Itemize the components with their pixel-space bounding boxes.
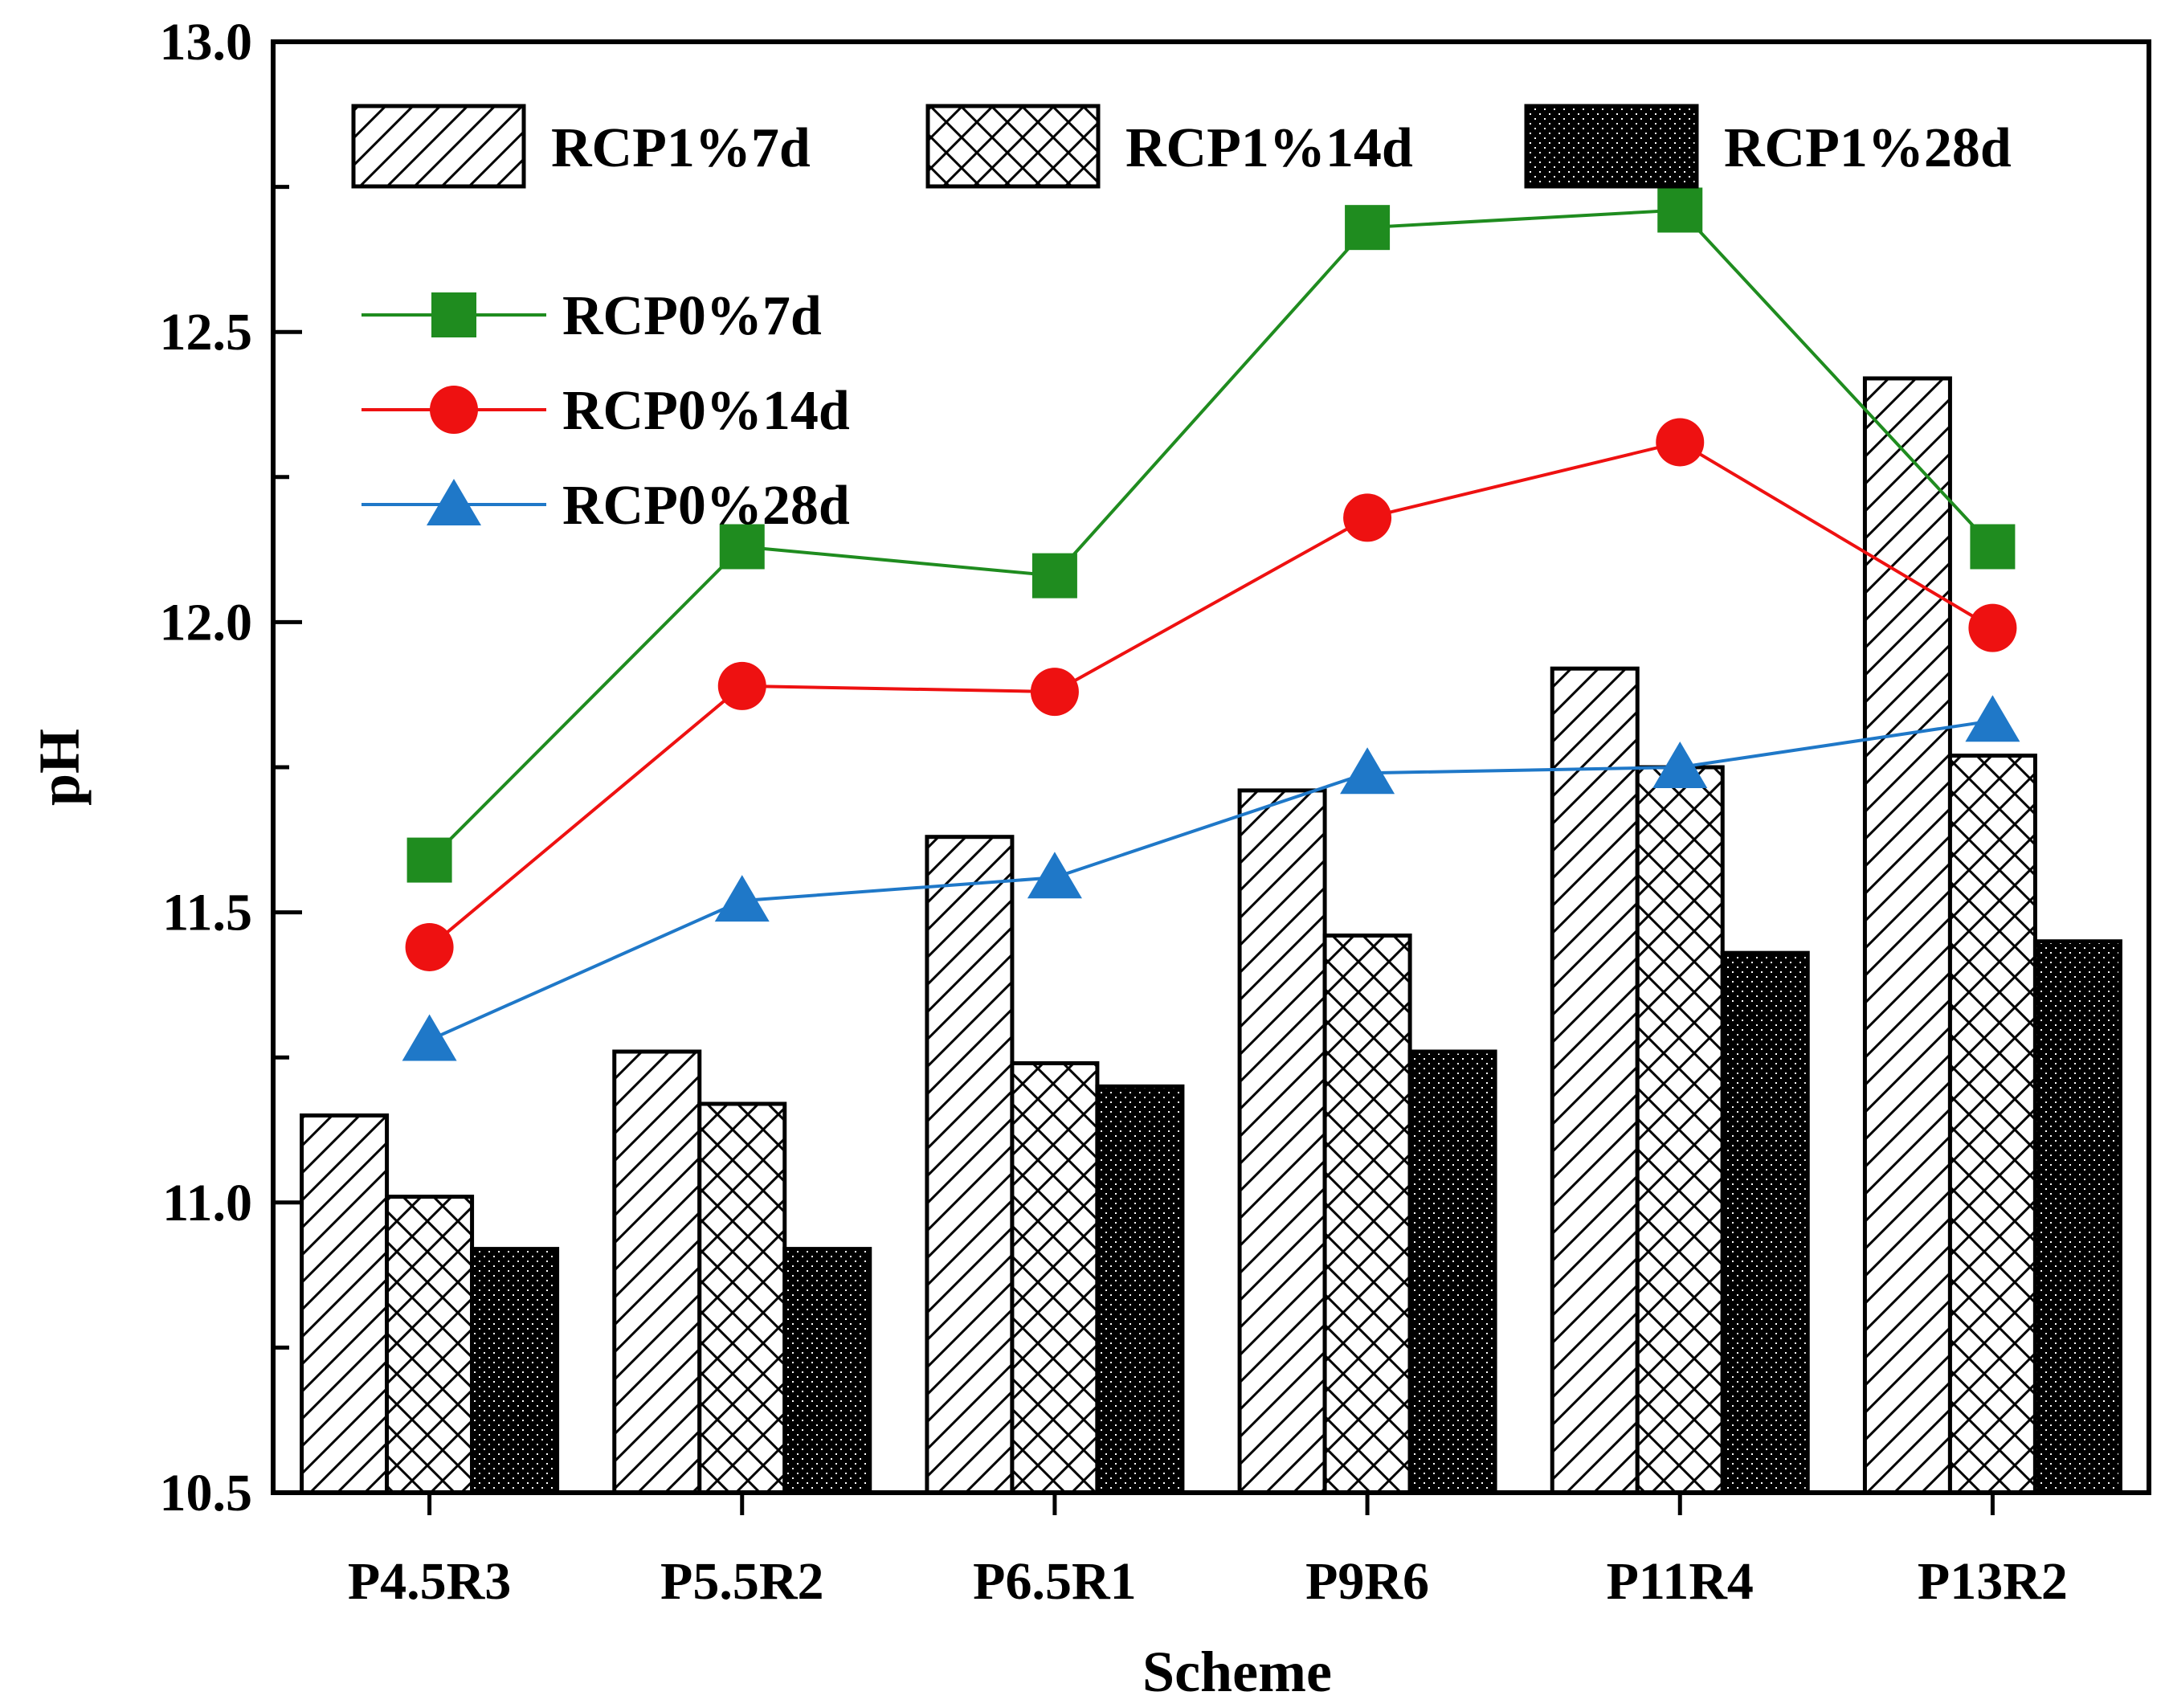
point-RCP0%7d-P11R4 <box>1657 187 1703 233</box>
bar-RCP1%14d-P13R2 <box>1947 754 2037 1495</box>
point-RCP0%14d-P4.5R3 <box>405 922 454 971</box>
legend-label: RCP1%14d <box>1125 117 1413 179</box>
point-RCP0%28d-P9R6 <box>1340 747 1395 795</box>
bar-RCP1%7d-P6.5R1 <box>925 835 1015 1495</box>
legend-swatch-RCP1%14d <box>925 104 1101 189</box>
point-RCP0%7d-P6.5R1 <box>1031 553 1077 599</box>
line-RCP0%14d <box>428 440 1994 949</box>
bar-RCP1%28d-P6.5R1 <box>1095 1084 1185 1495</box>
x-tick-label: P6.5R1 <box>973 1552 1136 1611</box>
legend-swatch-RCP1%7d <box>351 104 526 189</box>
point-RCP0%28d-P11R4 <box>1652 742 1708 788</box>
legend-label: RCP1%7d <box>551 117 811 179</box>
x-tick-label: P5.5R2 <box>660 1552 823 1611</box>
point-RCP0%14d-P5.5R2 <box>717 661 766 710</box>
bar-RCP1%28d-P9R6 <box>1407 1049 1497 1495</box>
bar-RCP1%28d-P4.5R3 <box>470 1247 560 1495</box>
bar-RCP1%7d-P13R2 <box>1862 376 1952 1495</box>
bar-RCP1%14d-P11R4 <box>1635 765 1725 1495</box>
point-RCP0%28d-P13R2 <box>1965 695 2020 742</box>
line-RCP0%7d <box>428 208 1994 861</box>
legend-marker-RCP0%7d <box>431 292 476 337</box>
line-legend: RCP0%7d RCP0%14d RCP0%28d <box>362 285 850 537</box>
bar-RCP1%14d-P4.5R3 <box>385 1195 475 1495</box>
bar-RCP1%14d-P5.5R2 <box>697 1101 787 1495</box>
y-tick-label: 13.0 <box>160 13 253 72</box>
bar-RCP1%14d-P9R6 <box>1322 933 1412 1495</box>
point-RCP0%28d-P6.5R1 <box>1027 852 1082 899</box>
point-RCP0%14d-P6.5R1 <box>1030 668 1079 717</box>
bar-RCP1%28d-P5.5R2 <box>782 1247 872 1495</box>
legend-label: RCP0%7d <box>562 285 822 347</box>
point-RCP0%28d-P4.5R3 <box>402 1014 457 1061</box>
x-tick-label: P4.5R3 <box>348 1552 511 1611</box>
bar-RCP1%28d-P13R2 <box>2032 939 2122 1495</box>
bar-RCP1%7d-P9R6 <box>1237 788 1327 1495</box>
line-RCP0%28d <box>428 719 1993 1042</box>
y-tick-label: 12.0 <box>160 593 253 652</box>
x-axis-title: Scheme <box>1142 1640 1332 1704</box>
point-RCP0%14d-P13R2 <box>1968 603 2017 652</box>
bar-group <box>300 376 2122 1495</box>
bar-RCP1%7d-P4.5R3 <box>300 1113 390 1495</box>
bar-RCP1%14d-P6.5R1 <box>1010 1060 1100 1495</box>
legend-label: RCP1%28d <box>1724 117 2012 179</box>
bar-RCP1%7d-P11R4 <box>1550 666 1640 1495</box>
point-RCP0%14d-P9R6 <box>1343 493 1392 542</box>
bar-RCP1%7d-P5.5R2 <box>612 1049 702 1495</box>
point-RCP0%7d-P5.5R2 <box>719 524 765 570</box>
point-RCP0%7d-P9R6 <box>1345 205 1391 251</box>
legend-label: RCP0%14d <box>562 380 850 442</box>
point-RCP0%7d-P4.5R3 <box>406 837 452 883</box>
y-axis: 10.5 11.0 11.5 12.0 12.5 13.0 <box>160 13 302 1522</box>
x-axis: P4.5R3 P5.5R2 P6.5R1 P9R6 P11R4 P13R2 <box>348 1493 2068 1611</box>
y-tick-label: 11.5 <box>162 884 252 942</box>
point-RCP0%7d-P13R2 <box>1970 524 2016 570</box>
legend-label: RCP0%28d <box>562 475 850 537</box>
y-tick-label: 11.0 <box>162 1174 252 1232</box>
y-tick-label: 12.5 <box>160 303 253 362</box>
x-tick-label: P13R2 <box>1918 1552 2068 1611</box>
bar-RCP1%28d-P11R4 <box>1720 950 1810 1495</box>
y-axis-title: pH <box>27 729 92 806</box>
point-RCP0%14d-P11R4 <box>1656 418 1705 467</box>
x-tick-label: P9R6 <box>1305 1552 1429 1611</box>
legend-swatch-RCP1%28d <box>1524 104 1699 189</box>
bar-legend: RCP1%7d RCP1%14d RCP1%28d <box>351 104 2012 189</box>
line-group <box>402 187 2020 1061</box>
point-RCP0%28d-P5.5R2 <box>714 875 770 922</box>
x-tick-label: P11R4 <box>1607 1552 1754 1611</box>
legend-marker-RCP0%28d <box>427 479 481 525</box>
legend-marker-RCP0%14d <box>430 386 478 434</box>
y-tick-label: 10.5 <box>160 1464 253 1522</box>
